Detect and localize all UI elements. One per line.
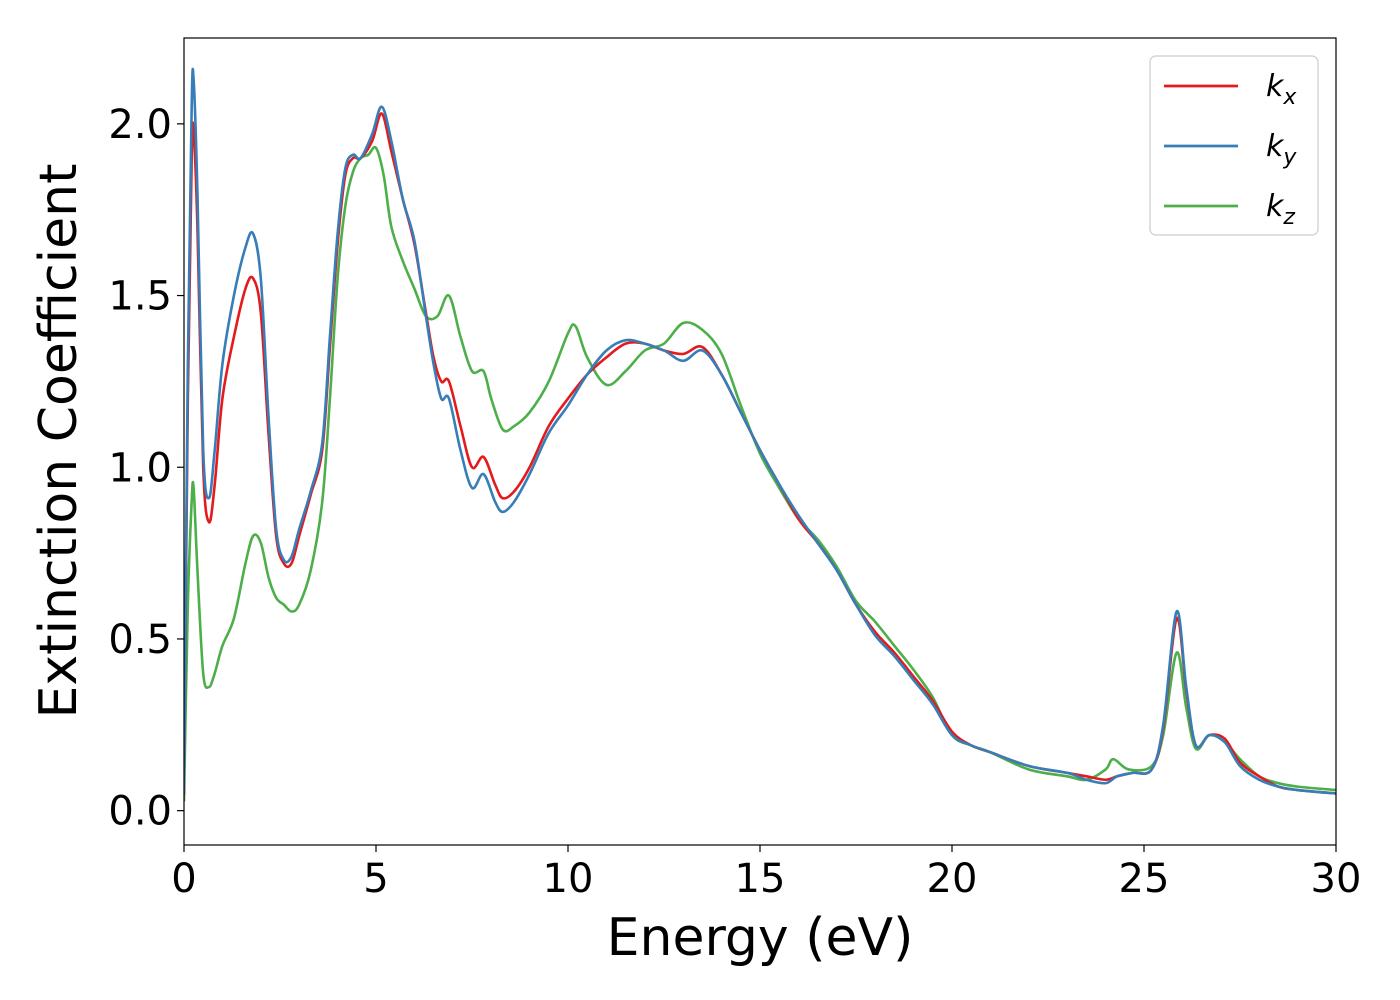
series-line-x <box>184 112 1336 795</box>
series-line-z <box>184 145 1336 802</box>
legend-label-main: k <box>1266 129 1285 164</box>
x-axis-title: Energy (eV) <box>607 908 914 968</box>
x-tick-label: 15 <box>735 856 786 902</box>
y-tick-label: 2.0 <box>108 102 172 148</box>
legend-label-main: k <box>1266 189 1285 224</box>
x-tick-label: 30 <box>1311 856 1362 902</box>
y-axis-ticks: 0.0 0.5 1.0 1.5 2.0 <box>108 102 184 835</box>
y-tick-label: 0.5 <box>108 617 172 663</box>
series-layer <box>184 67 1336 802</box>
legend-label-subscript: x <box>1282 85 1297 110</box>
x-tick-label: 5 <box>363 856 388 902</box>
legend-label-main: k <box>1266 69 1285 104</box>
legend-label-y: ky <box>1266 129 1297 170</box>
series-line-y <box>184 67 1336 795</box>
y-tick-label: 1.5 <box>108 274 172 320</box>
y-tick-label: 1.0 <box>108 445 172 491</box>
x-tick-label: 0 <box>171 856 196 902</box>
x-tick-label: 25 <box>1119 856 1170 902</box>
legend-label-x: kx <box>1266 69 1297 110</box>
legend-label-z: kz <box>1266 189 1295 230</box>
x-axis-ticks: 0 5 10 15 20 25 30 <box>171 845 1361 902</box>
x-tick-label: 20 <box>927 856 978 902</box>
x-tick-label: 10 <box>543 856 594 902</box>
legend-label-subscript: y <box>1282 145 1297 170</box>
y-tick-label: 0.0 <box>108 789 172 835</box>
legend-label-subscript: z <box>1282 205 1295 230</box>
y-axis-title: Extinction Coefficient <box>29 164 89 719</box>
